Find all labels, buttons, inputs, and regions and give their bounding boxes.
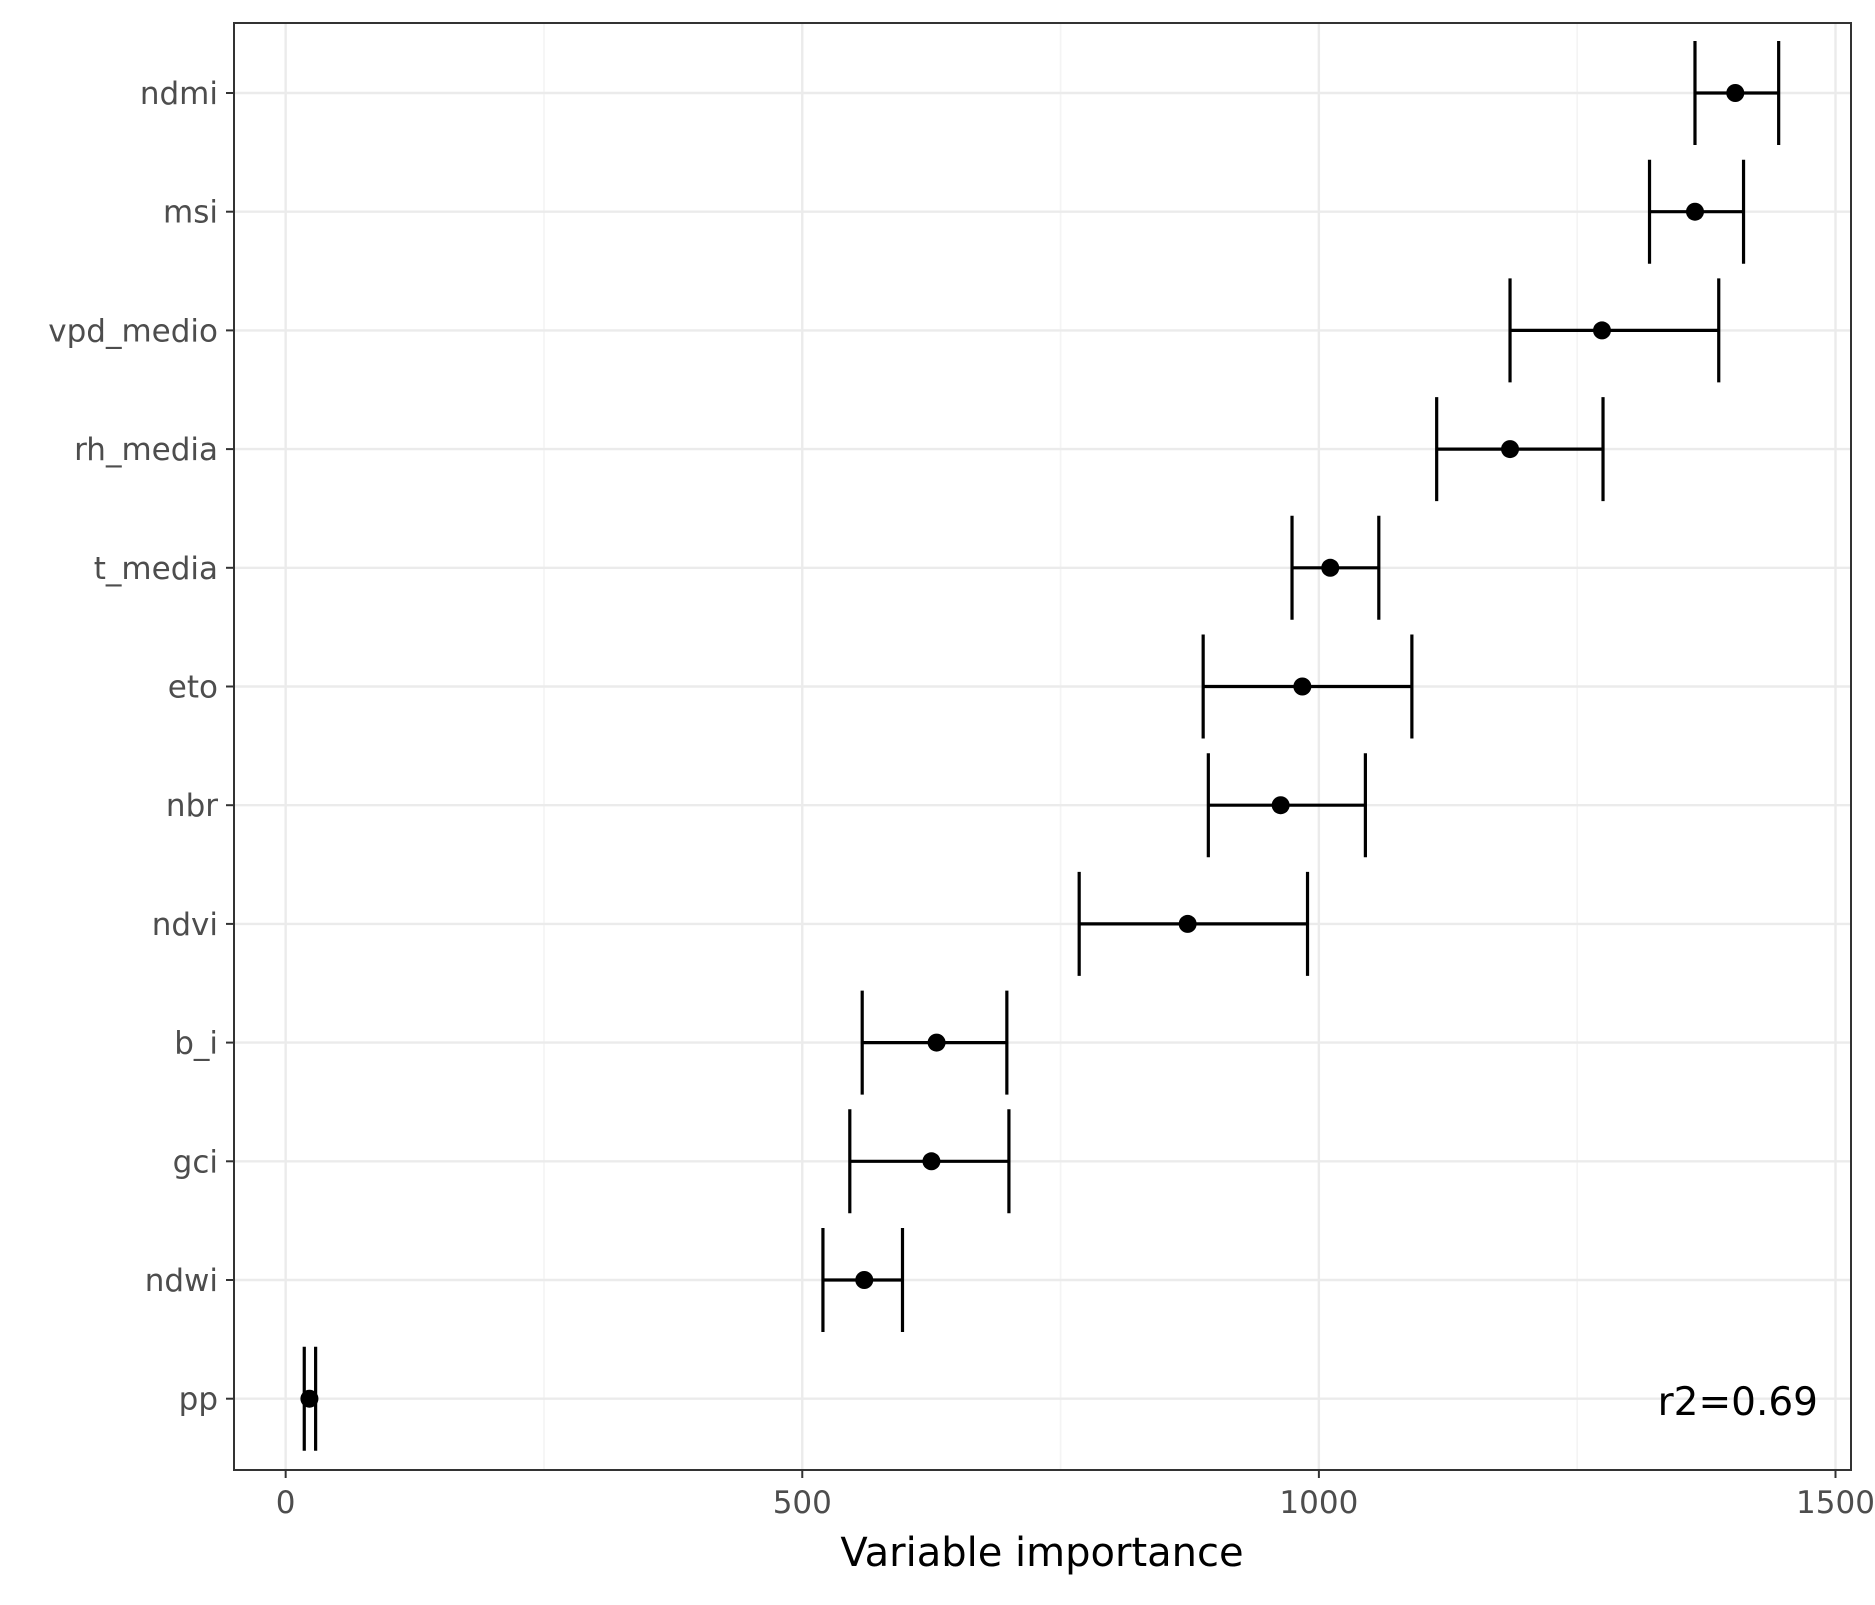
y-tick-label-ndvi: ndvi xyxy=(152,907,218,943)
y-tick-label-rh-media: rh_media xyxy=(74,432,218,468)
y-tick-label-b-i: b_i xyxy=(174,1026,218,1062)
point-t-media xyxy=(1321,558,1340,577)
point-vpd-medio xyxy=(1592,321,1611,340)
grid-lines xyxy=(234,23,1851,1470)
point-eto xyxy=(1293,677,1312,696)
x-tick-label-500: 500 xyxy=(773,1485,832,1521)
y-tick-label-ndwi: ndwi xyxy=(145,1263,218,1299)
point-gci xyxy=(922,1152,941,1171)
x-tick-label-1000: 1000 xyxy=(1279,1485,1358,1521)
y-tick-label-msi: msi xyxy=(163,195,218,231)
point-ndwi xyxy=(855,1271,874,1289)
point-pp xyxy=(300,1389,319,1408)
y-tick-label-gci: gci xyxy=(173,1144,218,1180)
y-tick-label-eto: eto xyxy=(168,670,218,706)
y-tick-label-vpd-medio: vpd_medio xyxy=(48,313,218,349)
r2-annotation: r2=0.69 xyxy=(1658,1380,1818,1425)
x-axis-title: Variable importance xyxy=(840,1530,1243,1576)
point-ndvi xyxy=(1178,914,1197,933)
point-msi xyxy=(1685,202,1704,221)
point-rh-media xyxy=(1501,440,1520,459)
y-tick-label-pp: pp xyxy=(179,1382,218,1418)
point-ndmi xyxy=(1726,84,1745,102)
point-nbr xyxy=(1271,796,1290,815)
y-tick-label-t-media: t_media xyxy=(94,551,218,587)
x-tick-label-0: 0 xyxy=(276,1485,296,1521)
y-tick-label-ndmi: ndmi xyxy=(140,76,218,112)
x-tick-label-1500: 1500 xyxy=(1796,1485,1875,1521)
point-b-i xyxy=(927,1033,946,1052)
y-tick-label-nbr: nbr xyxy=(166,788,218,824)
error-bar-marks xyxy=(300,41,1781,1451)
panel-border xyxy=(233,22,1852,1471)
